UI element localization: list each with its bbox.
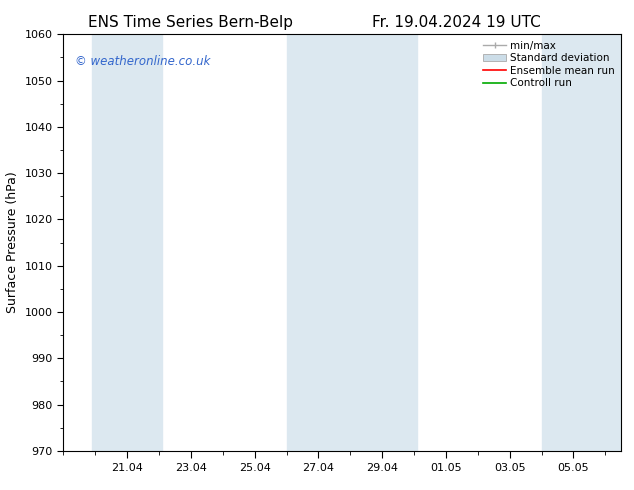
- Bar: [287, 34, 351, 451]
- Text: Fr. 19.04.2024 19 UTC: Fr. 19.04.2024 19 UTC: [372, 15, 541, 30]
- Bar: [541, 34, 621, 451]
- Text: ENS Time Series Bern-Belp: ENS Time Series Bern-Belp: [87, 15, 293, 30]
- Bar: [351, 34, 417, 451]
- Y-axis label: Surface Pressure (hPa): Surface Pressure (hPa): [6, 172, 19, 314]
- Text: © weatheronline.co.uk: © weatheronline.co.uk: [75, 55, 210, 68]
- Legend: min/max, Standard deviation, Ensemble mean run, Controll run: min/max, Standard deviation, Ensemble me…: [479, 36, 619, 93]
- Bar: [92, 34, 162, 451]
